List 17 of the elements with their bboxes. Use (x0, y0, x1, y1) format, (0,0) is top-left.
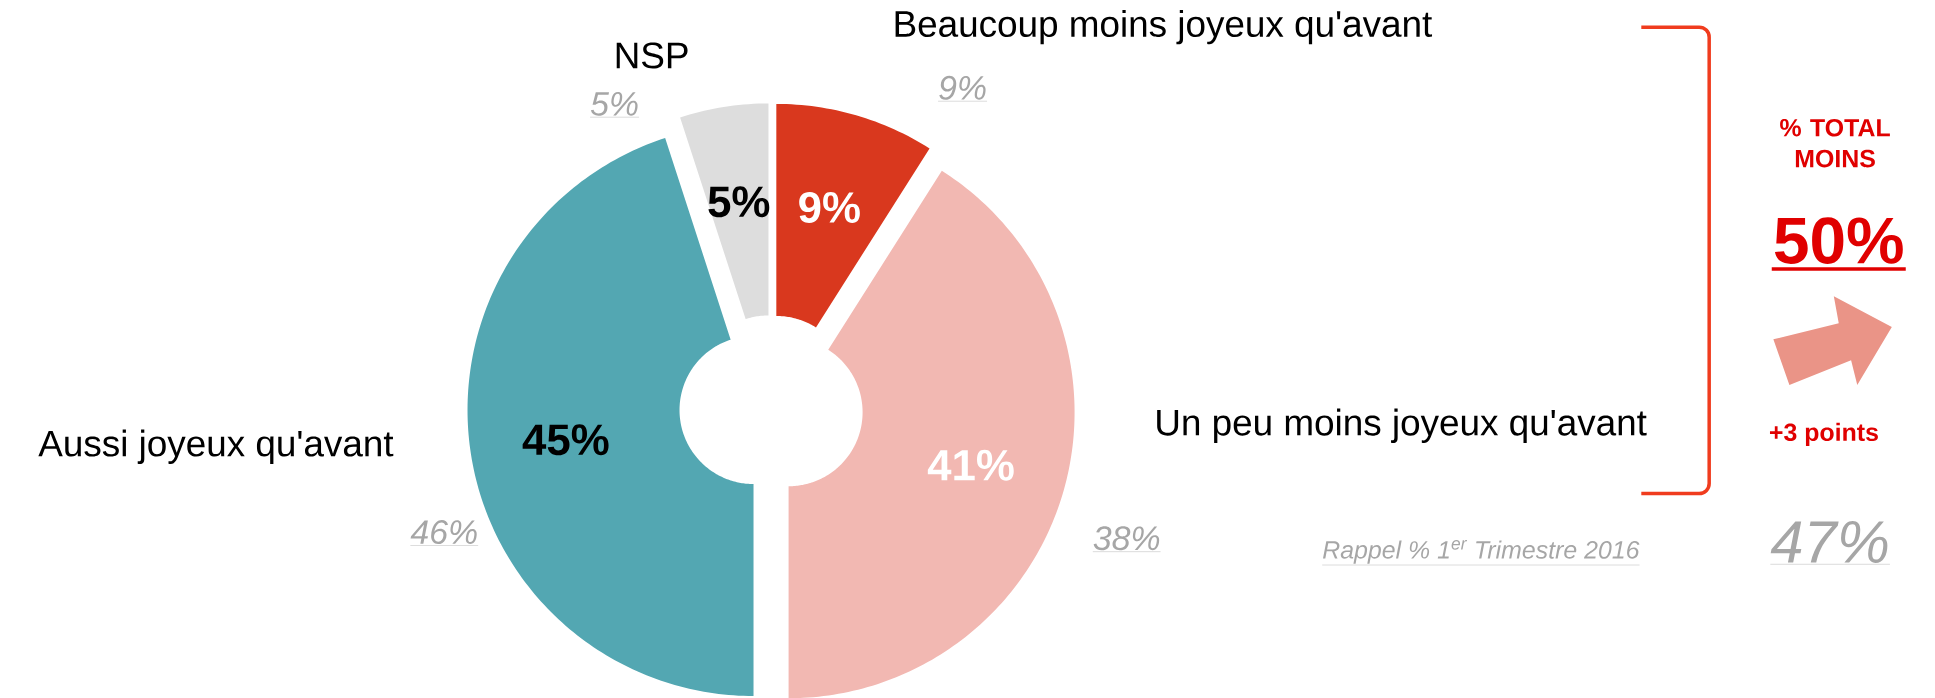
text: 46% (410, 519, 477, 544)
data-label: 45% (522, 424, 609, 456)
text: +3 points (1769, 422, 1878, 446)
text: 9% (939, 75, 986, 100)
text: % TOTAL MOINS (1780, 118, 1890, 168)
data-label: 5% (708, 186, 770, 218)
slice-label: Un peu moins joyeux qu'avant (1157, 408, 1647, 443)
text: 47% (1770, 520, 1888, 563)
text: 50% (1774, 217, 1903, 264)
text: 38% (1093, 526, 1160, 551)
slice-label: Beaucoup moins joyeux qu'avant (895, 9, 1433, 45)
text: Rappel % 1$^{er}$ Trimestre 2016 (1322, 539, 1640, 564)
text: 5% (590, 91, 638, 116)
slice-label: Aussi joyeux qu'avant (38, 429, 394, 464)
data-label: 41% (927, 449, 1014, 481)
slice-label: NSP (616, 42, 688, 69)
data-label: 9% (799, 191, 860, 223)
